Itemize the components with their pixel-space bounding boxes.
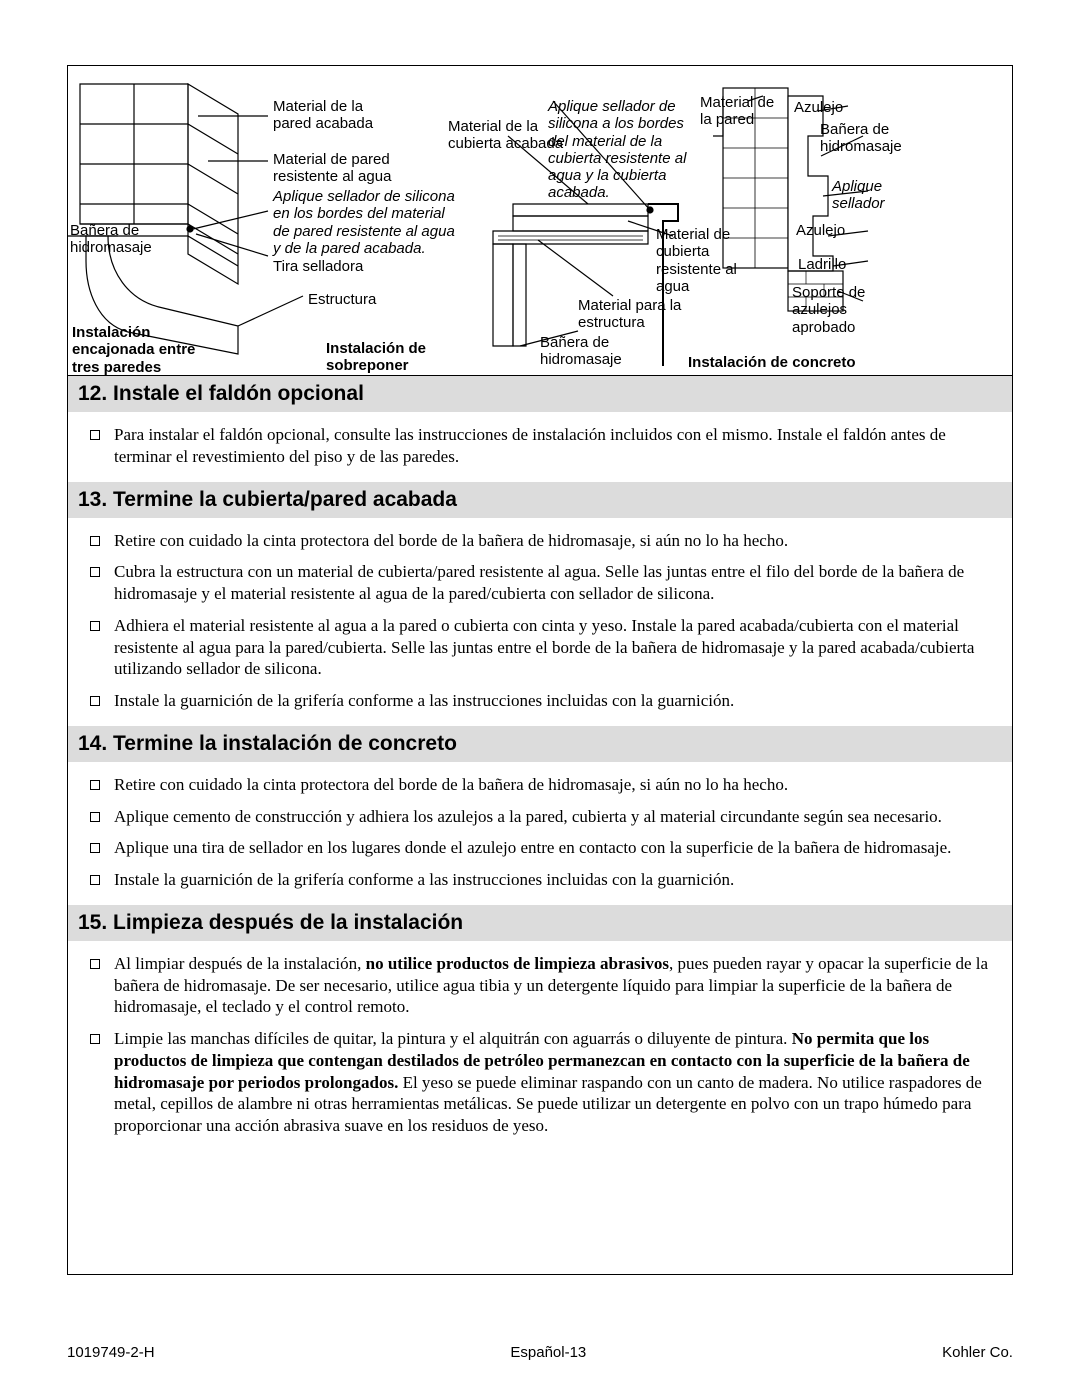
footer-right: Kohler Co. [942, 1344, 1013, 1361]
label: Bañera de hidromasaje [70, 222, 152, 257]
bold-text: no utilice productos de limpieza abrasiv… [366, 954, 669, 973]
label: Estructura [308, 291, 376, 308]
heading-15: 15. Limpieza después de la instalación [68, 905, 1012, 941]
label: Material de pared resistente al agua [273, 151, 391, 186]
label: Material de la pared acabada [273, 98, 373, 133]
list-item: Cubra la estructura con un material de c… [90, 561, 990, 605]
heading-12: 12. Instale el faldón opcional [68, 376, 1012, 412]
label: Tira selladora [273, 258, 363, 275]
label: Aplique sellador [832, 178, 885, 213]
label: Material de la pared [700, 94, 774, 129]
body-15: Al limpiar después de la instalación, no… [68, 941, 1012, 1151]
list-item: Instale la guarnición de la grifería con… [90, 869, 990, 891]
page-frame: Material de la pared acabada Material de… [67, 65, 1013, 1275]
label: Material de la cubierta acabada [448, 118, 563, 153]
label: Bañera de hidromasaje [540, 334, 622, 369]
diagram-svg [68, 66, 1013, 376]
label: Ladrillo [798, 256, 846, 273]
label: Aplique sellador de silicona a los borde… [548, 98, 686, 202]
label: Aplique sellador de silicona en los bord… [273, 188, 455, 257]
text: Al limpiar después de la instalación, [114, 954, 366, 973]
label: Material de cubierta resistente al agua [656, 226, 737, 295]
footer: 1019749-2-H Español-13 Kohler Co. [67, 1344, 1013, 1361]
body-14: Retire con cuidado la cinta protectora d… [68, 762, 1012, 905]
list-item: Instale la guarnición de la grifería con… [90, 690, 990, 712]
body-13: Retire con cuidado la cinta protectora d… [68, 518, 1012, 726]
heading-14: 14. Termine la instalación de concreto [68, 726, 1012, 762]
list-item: Retire con cuidado la cinta protectora d… [90, 774, 990, 796]
diagram-area: Material de la pared acabada Material de… [68, 66, 1012, 376]
list-item: Aplique cemento de construcción y adhier… [90, 806, 990, 828]
text: Limpie las manchas difíciles de quitar, … [114, 1029, 792, 1048]
list-item: Para instalar el faldón opcional, consul… [90, 424, 990, 468]
label: Bañera de hidromasaje [820, 121, 902, 156]
label: Soporte de azulejos aprobado [792, 284, 865, 336]
list-item: Al limpiar después de la instalación, no… [90, 953, 990, 1018]
list-item: Aplique una tira de sellador en los luga… [90, 837, 990, 859]
list-item: Retire con cuidado la cinta protectora d… [90, 530, 990, 552]
caption: Instalación de concreto [688, 354, 856, 371]
footer-center: Español-13 [510, 1344, 586, 1361]
footer-left: 1019749-2-H [67, 1344, 155, 1361]
body-12: Para instalar el faldón opcional, consul… [68, 412, 1012, 482]
label: Azulejo [796, 222, 845, 239]
label: Azulejo [794, 99, 843, 116]
heading-13: 13. Termine la cubierta/pared acabada [68, 482, 1012, 518]
list-item: Limpie las manchas difíciles de quitar, … [90, 1028, 990, 1137]
label: Material para la estructura [578, 297, 681, 332]
caption: Instalación de sobreponer [326, 340, 426, 375]
list-item: Adhiera el material resistente al agua a… [90, 615, 990, 680]
caption: Instalación encajonada entre tres parede… [72, 324, 195, 376]
